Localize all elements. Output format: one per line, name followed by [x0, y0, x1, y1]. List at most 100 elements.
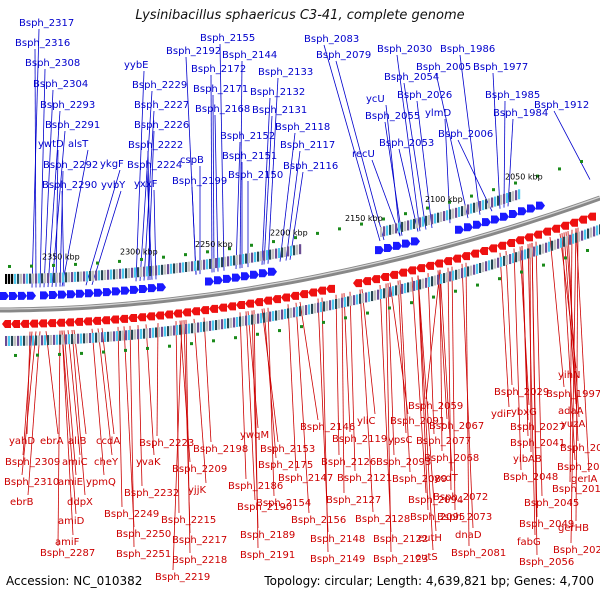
reverse-gene-label: adaA [558, 406, 584, 417]
forward-gene-label: ylmD [425, 108, 451, 119]
gc-marker [410, 301, 413, 305]
feature-strip-upper [185, 262, 188, 273]
forward-gene-arrow [500, 212, 509, 221]
feature-strip-upper [380, 226, 383, 237]
feature-strip-upper [77, 271, 80, 282]
feature-strip-lower [305, 305, 308, 316]
feature-strip-upper [11, 273, 14, 284]
reverse-connector [570, 228, 577, 544]
feature-strip-upper [128, 268, 131, 279]
gc-marker [586, 248, 589, 252]
feature-strip-upper [44, 273, 47, 284]
gc-marker [250, 243, 253, 247]
gc-marker [14, 353, 17, 357]
feature-strip-lower [32, 335, 35, 346]
reverse-connector [71, 329, 86, 496]
reverse-gene-label: amiF [55, 537, 80, 548]
feature-strip-upper [113, 269, 116, 280]
feature-strip-lower [521, 250, 524, 261]
reverse-gene-label: Bsph_2045 [524, 498, 579, 509]
feature-strip-lower [551, 240, 554, 251]
feature-strip-upper [269, 249, 272, 260]
reverse-gene-label: gerIA [571, 474, 598, 485]
gc-marker [124, 348, 127, 352]
feature-strip-upper [194, 260, 197, 271]
feature-strip-lower [281, 309, 284, 320]
gc-marker [454, 289, 457, 293]
gc-marker [558, 167, 561, 171]
reverse-gene-arrow [551, 224, 560, 233]
feature-strip-lower [536, 245, 539, 256]
gc-marker [536, 174, 539, 178]
feature-strip-lower [236, 316, 239, 327]
reverse-gene-arrow [20, 319, 29, 328]
feature-strip-lower [563, 236, 566, 247]
forward-gene-label: Bsph_1984 [493, 108, 548, 119]
feature-strip-lower [365, 292, 368, 303]
forward-connector [279, 132, 296, 262]
reverse-gene-label: ybxG [511, 407, 537, 418]
feature-strip-lower [503, 255, 506, 266]
reverse-gene-label: Bsph_2077 [416, 436, 471, 447]
reverse-connector [465, 262, 470, 547]
feature-strip-lower [344, 297, 347, 308]
reverse-gene-label: Bsph_2049 [519, 519, 574, 530]
forward-gene-arrow [103, 288, 112, 297]
reverse-gene-label: Bsph_2218 [172, 555, 227, 566]
feature-strip-lower [218, 319, 221, 330]
reverse-connector [379, 284, 392, 533]
feature-strip-lower [596, 225, 599, 236]
reverse-gene-arrow [65, 318, 74, 327]
feature-strip-upper [230, 255, 233, 266]
reverse-gene-label: gerHB [558, 523, 589, 534]
reverse-connector [145, 324, 155, 456]
accession-text: Accession: NC_010382 [6, 574, 143, 588]
feature-strip-upper [218, 257, 221, 268]
reverse-gene-arrow [353, 279, 362, 288]
feature-strip-upper [434, 213, 437, 224]
feature-strip-lower [161, 326, 164, 337]
reverse-gene-arrow [488, 244, 497, 253]
forward-connector [289, 171, 304, 260]
feature-strip-upper [446, 210, 449, 221]
feature-strip-lower [401, 283, 404, 294]
feature-strip-lower [461, 268, 464, 279]
feature-strip-upper [131, 267, 134, 278]
feature-strip-upper [431, 214, 434, 225]
forward-connector [214, 114, 219, 272]
reverse-connector [417, 275, 434, 551]
feature-strip-lower [515, 252, 518, 263]
reverse-connector [22, 331, 33, 456]
forward-gene-arrow [205, 277, 214, 286]
feature-strip-lower [413, 280, 416, 291]
reverse-gene-label: aliB [68, 436, 87, 447]
reverse-gene-arrow [128, 314, 137, 323]
feature-strip-upper [290, 245, 293, 256]
reverse-connector [569, 229, 573, 483]
feature-strip-lower [101, 332, 104, 343]
feature-strip-lower [125, 330, 128, 341]
forward-gene-label: Bsph_2152 [220, 131, 275, 142]
reverse-gene-label: Bsph_2251 [116, 549, 171, 560]
reverse-connector [67, 330, 81, 456]
feature-strip-upper [464, 205, 467, 216]
reverse-gene-arrow [326, 284, 335, 293]
reverse-gene-arrow [497, 241, 506, 250]
reverse-gene-label: Bsph_2122 [373, 534, 428, 545]
feature-strip-upper [152, 265, 155, 276]
reverse-gene-label: Bsph_2215 [161, 515, 216, 526]
gc-marker [74, 262, 77, 266]
feature-strip-upper [506, 192, 509, 203]
feature-strip-lower [317, 302, 320, 313]
feature-strip-lower [248, 315, 251, 326]
forward-connector [47, 110, 61, 288]
feature-strip-lower [242, 316, 245, 327]
feature-strip-lower [119, 330, 122, 341]
reverse-gene-arrow [236, 300, 245, 309]
reverse-connector [253, 310, 259, 549]
reverse-connector [27, 331, 41, 496]
reverse-gene-arrow [2, 319, 11, 328]
feature-strip-upper [281, 247, 284, 258]
feature-strip-upper [296, 244, 299, 255]
forward-gene-label: Bsph_2026 [397, 90, 452, 101]
